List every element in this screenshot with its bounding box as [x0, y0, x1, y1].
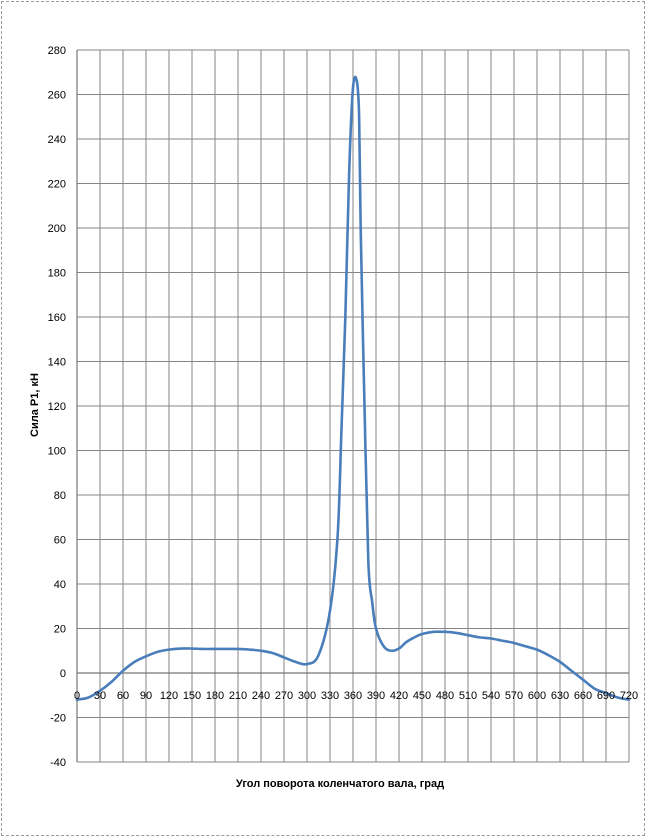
y-tick-label: 280 — [48, 45, 66, 57]
y-tick-label: 20 — [54, 624, 66, 636]
x-tick-label: 120 — [160, 690, 178, 702]
y-tick-label: 220 — [48, 179, 66, 191]
x-tick-label: 330 — [321, 690, 339, 702]
x-tick-label: 660 — [574, 690, 592, 702]
y-tick-labels: -40 -20 0 20 40 60 80 100 120 140 160 180 200 220 240 2… — [48, 45, 66, 769]
x-tick-label: 240 — [252, 690, 270, 702]
x-tick-label: 360 — [344, 690, 362, 702]
y-tick-label: 140 — [48, 357, 66, 369]
y-tick-label: 40 — [54, 579, 66, 591]
x-tick-label: 30 — [94, 690, 106, 702]
x-tick-label: 600 — [528, 690, 546, 702]
y-tick-label: 60 — [54, 535, 66, 547]
y-tick-label: 0 — [60, 668, 66, 680]
series-layer — [75, 75, 631, 701]
x-tick-label: 570 — [505, 690, 523, 702]
y-tick-label: -20 — [50, 713, 66, 725]
x-tick-label: 630 — [551, 690, 569, 702]
x-tick-label: 420 — [390, 690, 408, 702]
gridlines — [76, 49, 630, 763]
x-tick-label: 510 — [459, 690, 477, 702]
y-tick-label: 100 — [48, 446, 66, 458]
x-tick-label: 720 — [620, 690, 638, 702]
y-tick-label: 120 — [48, 401, 66, 413]
y-tick-label: 180 — [48, 268, 66, 280]
y-tick-label: 200 — [48, 223, 66, 235]
x-tick-label: 540 — [482, 690, 500, 702]
x-tick-label: 180 — [206, 690, 224, 702]
x-axis-title: Угол поворота коленчатого вала, град — [236, 778, 444, 790]
y-tick-label: 240 — [48, 134, 66, 146]
x-tick-label: 450 — [413, 690, 431, 702]
x-tick-label: 210 — [229, 690, 247, 702]
x-tick-label: 390 — [367, 690, 385, 702]
y-axis-title: Сила P1, кН — [29, 373, 41, 437]
y-tick-label: 80 — [54, 490, 66, 502]
x-tick-label: 0 — [74, 690, 80, 702]
y-tick-label: -40 — [50, 757, 66, 769]
series-line — [75, 75, 631, 701]
x-tick-label: 690 — [597, 690, 615, 702]
x-tick-labels: 0 30 60 90 120 150 180 210 240 270 300 330 360 390 420… — [74, 690, 638, 702]
x-tick-label: 480 — [436, 690, 454, 702]
zero-axis — [76, 50, 629, 762]
x-tick-label: 90 — [140, 690, 152, 702]
x-tick-label: 270 — [275, 690, 293, 702]
x-tick-label: 150 — [183, 690, 201, 702]
y-tick-label: 260 — [48, 90, 66, 102]
x-tick-label: 60 — [117, 690, 129, 702]
y-tick-label: 160 — [48, 312, 66, 324]
x-tick-label: 300 — [298, 690, 316, 702]
